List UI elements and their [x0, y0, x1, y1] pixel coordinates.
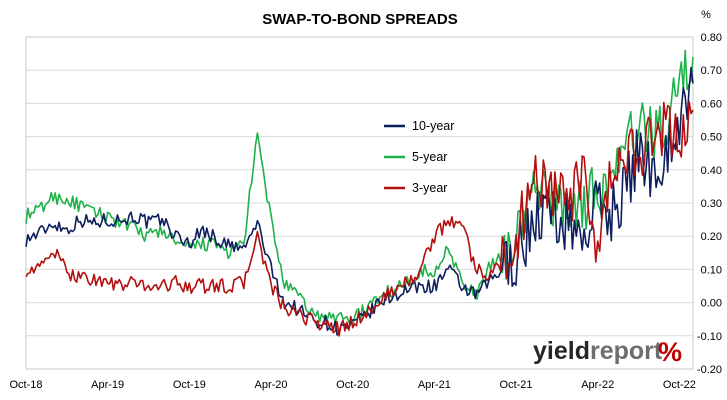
x-tick-label: Oct-19: [173, 379, 206, 391]
x-tick-label: Apr-22: [581, 379, 614, 391]
y-axis-unit: %: [701, 9, 711, 21]
x-tick-label: Apr-20: [255, 379, 288, 391]
chart-title: SWAP-TO-BOND SPREADS: [262, 11, 458, 28]
x-tick-label: Apr-21: [418, 379, 451, 391]
y-axis: -0.20 -0.10 0.00 0.10 0.20 0.30 0.40 0.50 0.60 0.…: [697, 32, 722, 376]
legend-label: 3-year: [412, 181, 447, 195]
legend-label: 10-year: [412, 119, 454, 133]
legend-label: 5-year: [412, 150, 447, 164]
yieldreport-logo: yieldreport %: [533, 337, 682, 367]
logo-text-report: report: [590, 337, 663, 365]
y-tick-label: -0.10: [697, 331, 722, 343]
legend: 10-year 5-year 3-year: [384, 119, 454, 195]
series-line-10-year: [25, 66, 694, 336]
x-tick-label: Oct-22: [663, 379, 696, 391]
x-tick-label: Oct-18: [9, 379, 42, 391]
svg-text:yieldreport: yieldreport: [533, 337, 663, 365]
series-line-3-year: [25, 100, 694, 337]
y-tick-label: 0.00: [701, 298, 722, 310]
y-tick-label: 0.80: [701, 32, 722, 44]
x-tick-label: Apr-19: [91, 379, 124, 391]
y-tick-label: 0.50: [701, 132, 722, 144]
y-tick-label: 0.10: [701, 264, 722, 276]
x-tick-label: Oct-20: [336, 379, 369, 391]
y-tick-label: 0.40: [701, 165, 722, 177]
logo-text-yield: yield: [533, 337, 590, 365]
plot-area: [25, 36, 694, 370]
x-tick-label: Oct-21: [500, 379, 533, 391]
y-tick-label: 0.70: [701, 65, 722, 77]
y-tick-label: 0.20: [701, 231, 722, 243]
y-tick-label: -0.20: [697, 364, 722, 376]
logo-percent-icon: %: [658, 337, 682, 367]
y-tick-label: 0.30: [701, 198, 722, 210]
x-axis: Oct-18 Apr-19 Oct-19 Apr-20 Oct-20 Apr-21 Oct-…: [9, 379, 695, 391]
y-tick-label: 0.60: [701, 98, 722, 110]
series-lines: [25, 49, 694, 337]
